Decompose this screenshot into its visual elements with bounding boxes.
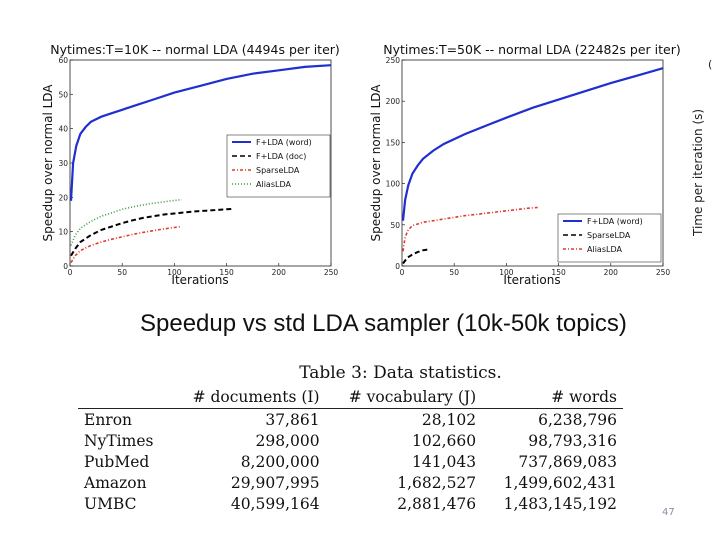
legend: F+LDA (word) SparseLDA AliasLDA — [557, 213, 662, 263]
chart-title: Nytimes:T=10K -- normal LDA (4494s per i… — [50, 42, 340, 57]
vocabulary-cell: 102,660 — [412, 431, 477, 450]
words-cell: 737,869,083 — [518, 452, 617, 471]
y-tick-label: 20 — [58, 193, 68, 202]
cropped-chart-y-axis-label: Time per iteration (s) — [691, 108, 705, 236]
legend-entry: SparseLDA — [256, 166, 300, 175]
y-tick-label: 200 — [386, 97, 401, 106]
table-row: PubMed 8,200,000 141,043 737,869,083 — [78, 451, 623, 472]
y-tick-label: 100 — [386, 180, 401, 189]
chart-nytimes-10k: Nytimes:T=10K -- normal LDA (4494s per i… — [41, 42, 340, 287]
x-tick-label: 150 — [551, 268, 566, 277]
x-axis-label: Iterations — [171, 273, 228, 287]
documents-cell: 8,200,000 — [240, 452, 320, 471]
x-tick-label: 100 — [167, 268, 182, 277]
table-row: Enron 37,861 28,102 6,238,796 — [78, 409, 623, 431]
table-header-row: # documents (I) # vocabulary (J) # words — [78, 386, 623, 409]
legend-entry: AliasLDA — [256, 180, 291, 189]
documents-cell: 29,907,995 — [230, 473, 320, 492]
y-tick-label: 30 — [58, 159, 68, 168]
vocabulary-cell: 1,682,527 — [397, 473, 477, 492]
cropped-chart-tick-fragment: ( — [708, 58, 713, 71]
chart-title: Nytimes:T=50K -- normal LDA (22482s per … — [383, 42, 681, 57]
vocabulary-cell: 141,043 — [412, 452, 477, 471]
vocabulary-cell: 28,102 — [421, 410, 477, 429]
x-tick-label: 250 — [324, 268, 339, 277]
legend-entry: SparseLDA — [587, 231, 631, 240]
table-row: NyTimes 298,000 102,660 98,793,316 — [78, 430, 623, 451]
legend: F+LDA (word) F+LDA (doc) SparseLDA AliasLDA — [226, 134, 331, 198]
words-cell: 6,238,796 — [538, 410, 617, 429]
header-cell: # documents (I) — [192, 388, 320, 406]
x-tick-label: 200 — [272, 268, 287, 277]
x-tick-label: 50 — [449, 268, 459, 277]
series-line-aliaslda — [402, 206, 538, 252]
series-line-f-lda-word — [401, 67, 664, 221]
y-tick-label: 40 — [58, 125, 68, 134]
y-tick-label: 150 — [386, 138, 401, 147]
words-cell: 98,793,316 — [528, 431, 617, 450]
x-tick-label: 50 — [117, 268, 127, 277]
legend-entry: F+LDA (doc) — [256, 152, 306, 161]
x-axis-label: Iterations — [503, 273, 560, 287]
table-row: Amazon 29,907,995 1,682,527 1,499,602,43… — [78, 472, 623, 493]
caption-overlap-mask — [0, 340, 720, 354]
series-line-f-lda-word — [69, 64, 332, 201]
legend-entry: F+LDA (word) — [256, 138, 312, 147]
dataset-name: PubMed — [84, 452, 150, 471]
y-tick-label: 50 — [390, 221, 400, 230]
y-tick-label: 60 — [58, 56, 68, 65]
y-tick-label: 10 — [58, 228, 68, 237]
y-tick-label: 0 — [395, 262, 400, 271]
data-statistics-table: Table 3: Data statistics. # documents (I… — [78, 360, 623, 514]
documents-cell: 37,861 — [265, 410, 320, 429]
series-line-f-lda-doc — [70, 208, 232, 257]
y-tick-label: 0 — [63, 262, 68, 271]
dataset-name: NyTimes — [84, 431, 154, 450]
y-tick-label: 50 — [58, 90, 68, 99]
header-cell — [78, 386, 169, 409]
dataset-name: UMBC — [84, 494, 137, 513]
x-tick-label: 200 — [604, 268, 619, 277]
vocabulary-cell: 2,881,476 — [397, 494, 477, 513]
header-cell: # vocabulary (J) — [348, 388, 477, 406]
y-axis-label: Speedup over normal LDA — [41, 84, 55, 242]
series-line-sparselda — [402, 248, 429, 265]
page-number: 47 — [662, 507, 675, 518]
table: # documents (I) # vocabulary (J) # words… — [78, 386, 623, 514]
x-tick-label: 100 — [499, 268, 514, 277]
y-axis-label: Speedup over normal LDA — [369, 84, 383, 242]
legend-entry: AliasLDA — [587, 245, 622, 254]
legend-box — [226, 134, 331, 198]
header-cell: # words — [551, 388, 617, 406]
x-tick-label: 250 — [656, 268, 671, 277]
x-tick-label: 150 — [219, 268, 234, 277]
table-title: Table 3: Data statistics. — [299, 363, 502, 383]
words-cell: 1,499,602,431 — [503, 473, 617, 492]
dataset-name: Amazon — [84, 473, 147, 492]
x-tick-label: 0 — [400, 268, 405, 277]
words-cell: 1,483,145,192 — [503, 494, 617, 513]
x-tick-label: 0 — [68, 268, 73, 277]
y-tick-label: 250 — [386, 56, 401, 65]
slide-caption: Speedup vs std LDA sampler (10k-50k topi… — [140, 310, 627, 337]
documents-cell: 40,599,164 — [230, 494, 320, 513]
dataset-name: Enron — [84, 410, 133, 429]
table-row: UMBC 40,599,164 2,881,476 1,483,145,192 — [78, 493, 623, 514]
legend-entry: F+LDA (word) — [587, 217, 643, 226]
chart-nytimes-50k: Nytimes:T=50K -- normal LDA (22482s per … — [369, 42, 681, 287]
documents-cell: 298,000 — [255, 431, 320, 450]
series-line-aliaslda — [70, 198, 182, 246]
